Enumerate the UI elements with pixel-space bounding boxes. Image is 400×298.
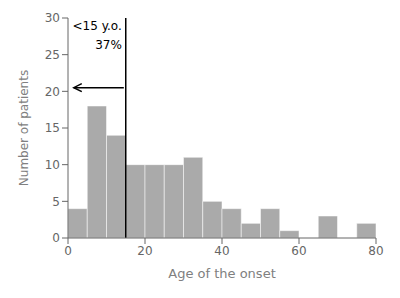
svg-text:Number of patients: Number of patients [17,70,31,186]
svg-text:25: 25 [45,48,60,62]
svg-text:15: 15 [45,121,60,135]
svg-text:60: 60 [291,244,306,258]
svg-text:10: 10 [45,158,60,172]
svg-text:0: 0 [64,244,72,258]
svg-text:<15 y.o.: <15 y.o. [73,19,122,33]
svg-text:30: 30 [45,11,60,25]
svg-text:80: 80 [368,244,383,258]
svg-text:5: 5 [52,195,60,209]
svg-text:40: 40 [214,244,229,258]
svg-text:20: 20 [137,244,152,258]
svg-text:Age of the onset: Age of the onset [168,266,275,281]
svg-text:37%: 37% [95,38,122,52]
svg-text:0: 0 [52,231,60,245]
svg-text:20: 20 [45,85,60,99]
